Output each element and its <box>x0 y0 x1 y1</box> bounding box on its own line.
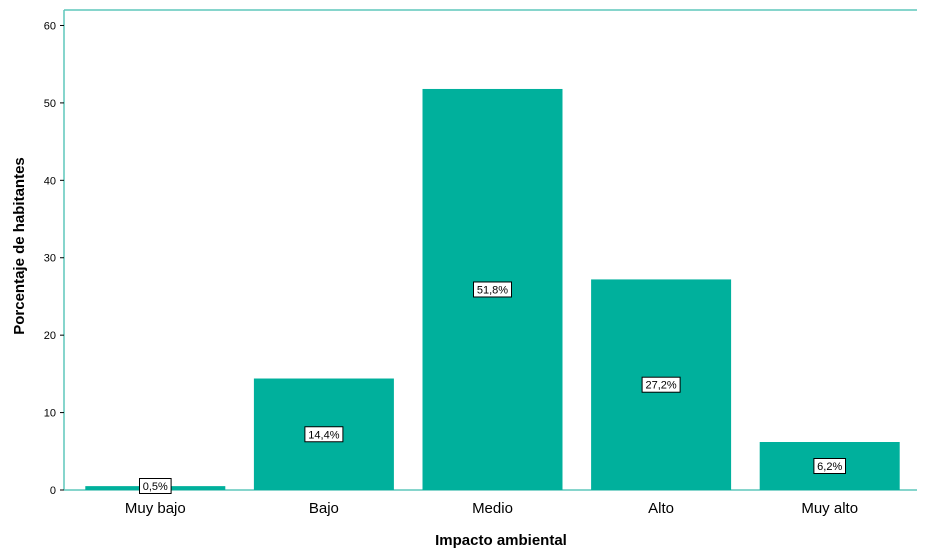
y-tick-label: 50 <box>44 98 56 110</box>
x-tick-label: Alto <box>648 500 674 517</box>
data-label: 6,2% <box>813 458 847 474</box>
x-tick-label: Bajo <box>309 500 339 517</box>
data-label-box <box>139 478 172 494</box>
data-label-text: 0,5% <box>143 481 168 493</box>
data-label-text: 51,8% <box>477 284 508 296</box>
data-label-box <box>473 281 512 298</box>
data-label-text: 27,2% <box>645 380 676 392</box>
y-tick-label: 60 <box>44 20 56 32</box>
data-label: 14,4% <box>304 426 344 443</box>
y-tick-label: 40 <box>44 175 56 187</box>
data-label: 27,2% <box>641 376 681 393</box>
data-label-box <box>813 458 847 474</box>
x-tick-label: Medio <box>472 500 513 517</box>
data-label: 51,8% <box>473 281 512 298</box>
y-tick-label: 0 <box>50 485 56 497</box>
y-tick-label: 10 <box>44 408 56 420</box>
data-label-box <box>304 426 344 443</box>
data-label-text: 6,2% <box>817 461 842 473</box>
data-labels: 0,5% 14,4% 51,8% 27,2% 6,2% <box>139 281 847 494</box>
y-tick-label: 20 <box>44 330 56 342</box>
y-tick-label: 30 <box>44 253 56 265</box>
data-label-text: 14,4% <box>308 429 339 441</box>
x-axis-title: Impacto ambiental <box>435 532 567 549</box>
x-tick-label: Muy alto <box>801 500 858 517</box>
data-label-box <box>641 376 681 393</box>
y-axis: 0 10 20 30 40 50 60 <box>44 20 64 497</box>
data-label: 0,5% <box>139 478 172 494</box>
x-axis: Muy bajo Bajo Medio Alto Muy alto <box>125 500 858 517</box>
x-tick-label: Muy bajo <box>125 500 186 517</box>
y-axis-title: Porcentaje de habitantes <box>11 157 28 335</box>
